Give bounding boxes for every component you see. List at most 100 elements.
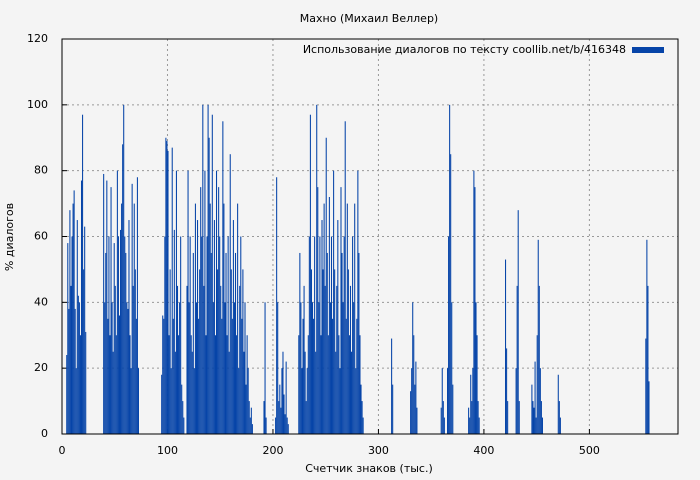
bar bbox=[246, 335, 248, 434]
bar bbox=[164, 236, 166, 434]
bar bbox=[356, 318, 358, 434]
bar bbox=[162, 315, 164, 434]
bar bbox=[323, 203, 325, 434]
bar bbox=[535, 417, 537, 434]
bar bbox=[348, 335, 350, 434]
bar bbox=[468, 407, 470, 434]
bar bbox=[317, 187, 319, 434]
bar bbox=[340, 187, 342, 434]
bar bbox=[212, 302, 214, 434]
bar bbox=[72, 203, 74, 434]
plot-frame bbox=[61, 38, 679, 435]
bar bbox=[112, 351, 114, 434]
bar bbox=[541, 417, 543, 434]
bar bbox=[222, 121, 224, 435]
bar bbox=[342, 302, 344, 434]
bar bbox=[122, 144, 124, 435]
x-tick-label: 200 bbox=[262, 444, 283, 457]
bar bbox=[202, 104, 204, 434]
bar bbox=[192, 252, 194, 434]
bar bbox=[450, 154, 452, 435]
bar bbox=[104, 302, 106, 434]
bar bbox=[70, 285, 72, 434]
bar bbox=[285, 361, 287, 434]
bar bbox=[197, 220, 199, 434]
bar bbox=[189, 236, 191, 434]
bar bbox=[121, 203, 123, 434]
bar bbox=[413, 335, 415, 434]
bar bbox=[171, 147, 173, 434]
bar bbox=[178, 335, 180, 434]
bar bbox=[647, 285, 649, 434]
bar bbox=[349, 285, 352, 434]
bar bbox=[355, 368, 357, 434]
bar bbox=[238, 368, 240, 434]
bar bbox=[218, 187, 220, 434]
x-tick-label: 500 bbox=[579, 444, 600, 457]
bar bbox=[326, 252, 328, 434]
bar bbox=[120, 229, 122, 434]
bar bbox=[279, 384, 281, 434]
bar bbox=[359, 335, 361, 434]
bar bbox=[204, 170, 206, 434]
bar bbox=[443, 417, 445, 434]
bar bbox=[191, 351, 193, 434]
bar bbox=[117, 236, 119, 434]
bar bbox=[299, 252, 301, 434]
bar bbox=[182, 401, 184, 434]
bar bbox=[346, 203, 348, 434]
bar bbox=[213, 220, 215, 434]
y-tick-label: 20 bbox=[34, 361, 48, 374]
bar bbox=[319, 236, 321, 434]
bar bbox=[125, 252, 127, 434]
bar bbox=[358, 252, 360, 434]
bar bbox=[187, 170, 189, 434]
bar bbox=[244, 302, 246, 434]
bar bbox=[79, 335, 81, 434]
bar bbox=[83, 269, 85, 434]
bar bbox=[286, 417, 288, 434]
bar bbox=[137, 368, 139, 434]
x-axis-label: Счетчик знаков (тыс.) bbox=[305, 462, 433, 475]
bar bbox=[181, 384, 183, 434]
bar bbox=[451, 302, 453, 434]
legend-label: Использование диалогов по тексту coollib… bbox=[303, 43, 626, 56]
bar bbox=[210, 252, 212, 434]
y-axis-label: % диалогов bbox=[3, 203, 16, 271]
x-tick-label: 400 bbox=[473, 444, 494, 457]
bar bbox=[287, 424, 289, 434]
bar bbox=[131, 183, 133, 434]
bar bbox=[123, 104, 125, 434]
bar bbox=[230, 269, 232, 434]
bar bbox=[515, 368, 517, 434]
bar bbox=[194, 203, 196, 434]
bar bbox=[216, 170, 218, 434]
bar bbox=[336, 285, 338, 434]
bar bbox=[282, 351, 284, 434]
bar bbox=[236, 335, 238, 434]
bar bbox=[132, 285, 134, 434]
bar bbox=[332, 318, 334, 434]
bar bbox=[414, 384, 416, 434]
bar bbox=[136, 177, 138, 434]
bar bbox=[108, 236, 110, 434]
bar bbox=[214, 335, 216, 434]
bar bbox=[410, 391, 412, 434]
bar bbox=[209, 203, 211, 434]
bar bbox=[532, 401, 534, 434]
y-tick-label: 60 bbox=[34, 230, 48, 243]
bar bbox=[648, 381, 650, 434]
bar bbox=[170, 368, 172, 434]
bar bbox=[126, 302, 128, 434]
bar bbox=[198, 318, 200, 434]
bar bbox=[308, 236, 310, 434]
bar bbox=[517, 210, 519, 434]
bar bbox=[221, 318, 223, 434]
bar bbox=[344, 121, 346, 435]
bar bbox=[327, 335, 329, 434]
bar bbox=[173, 229, 175, 434]
bar bbox=[539, 368, 541, 434]
bar bbox=[531, 384, 533, 434]
bar bbox=[335, 351, 337, 434]
bar bbox=[219, 236, 221, 434]
